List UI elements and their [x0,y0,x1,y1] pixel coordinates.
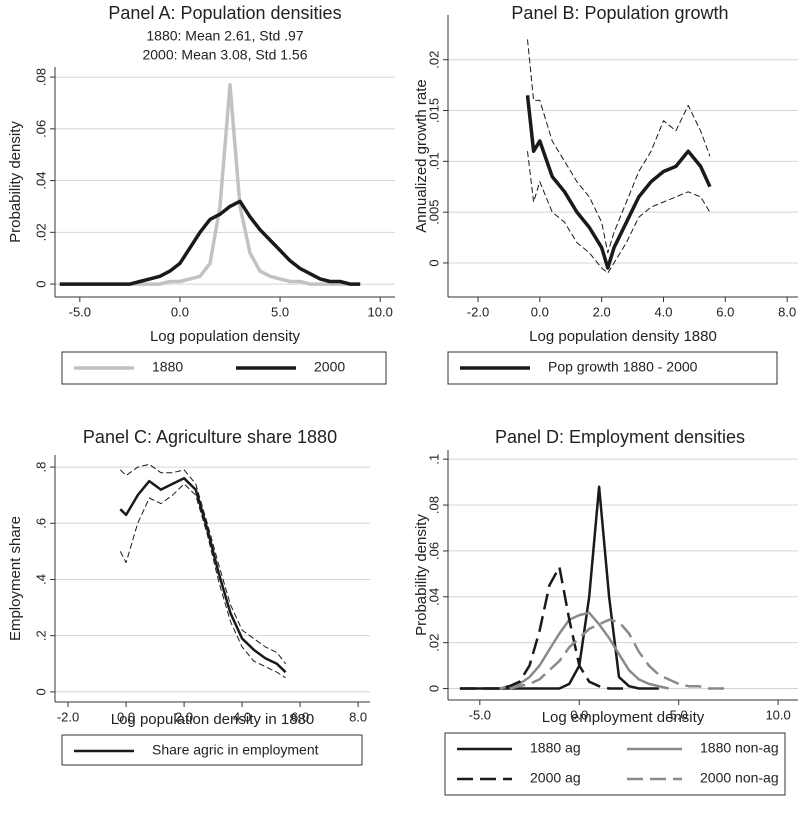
y-tick-label: .4 [33,574,48,585]
legend-label: 1880 non-ag [700,740,779,756]
x-tick-label: 2.0 [175,709,193,724]
legend-box [447,351,778,385]
x-tick-label: 4.0 [233,709,251,724]
y-tick-label: .06 [426,542,441,560]
y-tick-label: .8 [33,462,48,473]
x-tick-label: 6.0 [716,304,734,319]
x-tick-label: -5.0 [469,707,491,722]
x-tick-label: -2.0 [57,709,79,724]
y-tick-label: .02 [426,51,441,69]
x-axis-title: Log population density in 1880 [111,711,315,728]
y-tick-label: 0 [33,688,48,695]
y-tick-label: .1 [426,454,441,465]
panel-title: Panel D: Employment densities [495,427,745,447]
y-tick-label: 0 [426,259,441,266]
legend-label: 1880 [152,359,183,375]
x-tick-label: 5.0 [271,304,289,319]
x-tick-label: 6.0 [291,709,309,724]
y-tick-label: .08 [426,496,441,514]
y-tick-label: .08 [33,68,48,86]
x-tick-label: 8.0 [349,709,367,724]
series-line [459,485,659,690]
y-tick-label: .6 [33,518,48,529]
series-line [527,39,711,254]
legend-box [444,732,786,796]
y-tick-label: .2 [33,630,48,641]
series-line [525,95,712,270]
x-tick-label: 5.0 [670,707,688,722]
x-tick-label: 0.0 [171,304,189,319]
subtitle: 1880: Mean 2.61, Std .97 [146,28,303,44]
y-tick-label: .06 [33,120,48,138]
y-tick-label: .015 [426,98,441,123]
y-tick-label: 0 [426,685,441,692]
series-line [509,618,729,690]
legend-label: 2000 non-ag [700,770,779,786]
x-tick-label: 8.0 [778,304,796,319]
legend-label: 2000 [314,359,345,375]
x-axis-title: Log employment density [542,709,705,726]
x-tick-label: 0.0 [117,709,135,724]
y-axis-title: Employment share [7,516,24,641]
legend-box [61,351,387,385]
y-axis-title: Probability density [413,514,430,636]
legend-label: 2000 ag [530,770,581,786]
x-tick-label: 2.0 [593,304,611,319]
series-line [499,611,669,690]
y-axis-title: Annualized growth rate [413,79,430,232]
series-line [119,483,286,679]
x-tick-label: 4.0 [654,304,672,319]
y-axis-title: Probability density [7,121,24,243]
legend-label: Share agric in employment [152,742,319,758]
x-tick-label: 10.0 [368,304,393,319]
panel-title: Panel C: Agriculture share 1880 [83,427,337,447]
x-tick-label: 0.0 [531,304,549,319]
legend-box [61,734,363,766]
x-tick-label: -2.0 [467,304,489,319]
y-tick-label: .04 [33,172,48,190]
y-tick-label: 0 [33,280,48,287]
x-axis-title: Log population density [150,328,301,345]
y-tick-label: .02 [33,223,48,241]
y-tick-label: .04 [426,588,441,606]
series-line [59,83,361,286]
legend-label: Pop growth 1880 - 2000 [548,359,698,375]
legend-label: 1880 ag [530,740,581,756]
x-tick-label: 0.0 [570,707,588,722]
panel-title: Panel A: Population densities [108,3,341,23]
y-tick-label: .005 [426,199,441,224]
series-line [527,151,711,274]
series-line [119,477,287,674]
x-tick-label: -5.0 [69,304,91,319]
x-tick-label: 10.0 [765,707,790,722]
y-tick-label: .01 [426,152,441,170]
y-tick-label: .02 [426,634,441,652]
x-axis-title: Log population density 1880 [529,328,717,345]
panel-title: Panel B: Population growth [511,3,728,23]
series-line [59,199,361,286]
series-line [459,565,629,690]
subtitle: 2000: Mean 3.08, Std 1.56 [142,47,307,63]
series-line [119,463,286,665]
